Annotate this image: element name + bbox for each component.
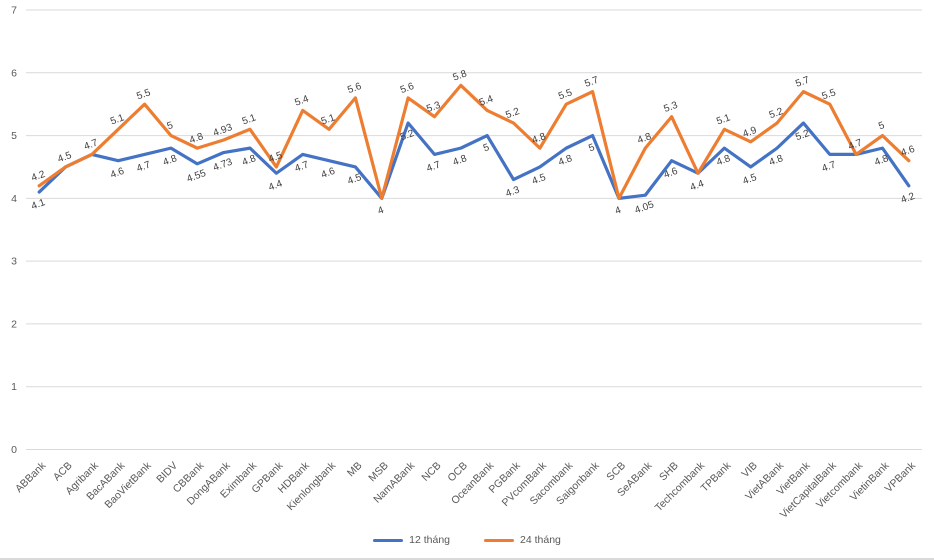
- y-axis-tick-label: 0: [11, 444, 17, 456]
- data-label-24-thang: 4.8: [188, 131, 205, 146]
- data-label-24-thang: 5.7: [583, 75, 600, 90]
- data-label-24-thang: 5.6: [399, 81, 416, 96]
- y-axis-tick-label: 5: [11, 130, 17, 142]
- data-label-24-thang: 5.1: [109, 112, 126, 127]
- data-label-12-thang: 4.7: [425, 159, 442, 174]
- data-label-24-thang: 4.8: [531, 131, 548, 146]
- y-axis-tick-label: 4: [11, 193, 17, 205]
- x-axis-category-label: NCB: [419, 460, 443, 484]
- data-label-shared: 4.7: [83, 137, 100, 152]
- data-label-12-thang: 5.2: [399, 128, 416, 143]
- legend-swatch-12-thang: [373, 538, 404, 542]
- data-label-12-thang: 5: [587, 142, 596, 154]
- data-label-12-thang: 4.6: [320, 166, 337, 181]
- data-label-12-thang: 4.2: [900, 191, 917, 206]
- x-axis-category-label: VIB: [739, 460, 759, 480]
- legend-label-12-thang: 12 tháng: [409, 534, 450, 546]
- data-label-24-thang: 4.5: [267, 150, 284, 165]
- legend-item-24-thang[interactable]: 24 tháng: [484, 534, 561, 546]
- chart-legend: 12 tháng 24 tháng: [0, 534, 934, 546]
- data-label-24-thang: 5.3: [425, 100, 442, 115]
- data-label-12-thang: 4.73: [212, 157, 234, 174]
- data-label-24-thang: 5.1: [241, 112, 258, 127]
- x-axis-category-label: MB: [345, 460, 365, 480]
- y-axis-tick-label: 6: [11, 67, 17, 79]
- legend-swatch-24-thang: [484, 538, 514, 542]
- data-label-24-thang: 5.4: [293, 93, 310, 108]
- y-axis-tick-label: 7: [11, 5, 17, 17]
- data-label-24-thang: 5.2: [504, 106, 521, 121]
- data-label-12-thang: 4.6: [662, 166, 679, 181]
- data-label-24-thang: 5.3: [662, 100, 679, 115]
- data-label-24-thang: 4.6: [900, 144, 917, 159]
- data-label-shared: 4: [376, 205, 385, 217]
- data-label-24-thang: 5.4: [478, 93, 495, 108]
- data-label-12-thang: 4.7: [293, 159, 310, 174]
- data-label-24-thang: 5.5: [557, 87, 574, 102]
- data-label-shared: 4.7: [847, 137, 864, 152]
- x-axis-category-label: VPBank: [883, 459, 919, 495]
- data-label-12-thang: 4.55: [185, 168, 207, 185]
- data-label-12-thang: 4.8: [873, 153, 890, 168]
- data-label-12-thang: 4.05: [633, 199, 655, 216]
- data-label-12-thang: 4.8: [452, 153, 469, 168]
- data-label-24-thang: 5: [166, 120, 175, 132]
- data-label-12-thang: 4.4: [267, 178, 284, 193]
- data-label-24-thang: 4.9: [741, 125, 758, 140]
- data-label-24-thang: 5: [877, 120, 886, 132]
- data-label-24-thang: 5.5: [135, 87, 152, 102]
- data-label-12-thang: 4.8: [768, 153, 785, 168]
- y-axis-tick-label: 1: [11, 381, 17, 393]
- data-label-12-thang: 4.7: [820, 159, 837, 174]
- series-line-24-thang: [37, 83, 911, 200]
- data-label-24-thang: 5.1: [320, 112, 337, 127]
- series-line-12-thang: [37, 121, 911, 200]
- y-axis-tick-label: 2: [11, 318, 17, 330]
- legend-item-12-thang[interactable]: 12 tháng: [373, 534, 450, 546]
- data-label-24-thang: 5.8: [452, 68, 469, 83]
- data-label-12-thang: 4.1: [30, 197, 47, 212]
- data-label-12-thang: 4.5: [531, 172, 548, 187]
- data-label-12-thang: 4.8: [715, 153, 732, 168]
- data-label-12-thang: 4.8: [557, 153, 574, 168]
- data-label-12-thang: 4.8: [162, 153, 179, 168]
- x-axis-category-label: TPBank: [699, 459, 734, 494]
- data-label-12-thang: 4.6: [109, 166, 126, 181]
- data-label-24-thang: 5.1: [715, 112, 732, 127]
- data-label-24-thang: 5.5: [820, 87, 837, 102]
- data-label-24-thang: 4.8: [636, 131, 653, 146]
- data-label-24-thang: 5.7: [794, 75, 811, 90]
- data-label-12-thang: 4.5: [346, 172, 363, 187]
- legend-label-24-thang: 24 tháng: [520, 534, 561, 546]
- data-label-shared: 4.5: [56, 150, 73, 165]
- data-label-12-thang: 5.2: [794, 128, 811, 143]
- data-label-shared: 4.4: [689, 178, 706, 193]
- data-label-24-thang: 5.6: [346, 81, 363, 96]
- data-label-24-thang: 4.2: [30, 169, 47, 184]
- data-label-12-thang: 4.3: [504, 184, 521, 199]
- data-label-shared: 4: [614, 205, 623, 217]
- x-axis-category-label: ABBank: [13, 459, 49, 495]
- y-axis-tick-label: 3: [11, 256, 17, 268]
- data-label-12-thang: 4.7: [135, 159, 152, 174]
- data-label-12-thang: 4.5: [741, 172, 758, 187]
- data-label-24-thang: 5.2: [768, 106, 785, 121]
- data-label-12-thang: 5: [482, 142, 491, 154]
- data-label-12-thang: 4.8: [241, 153, 258, 168]
